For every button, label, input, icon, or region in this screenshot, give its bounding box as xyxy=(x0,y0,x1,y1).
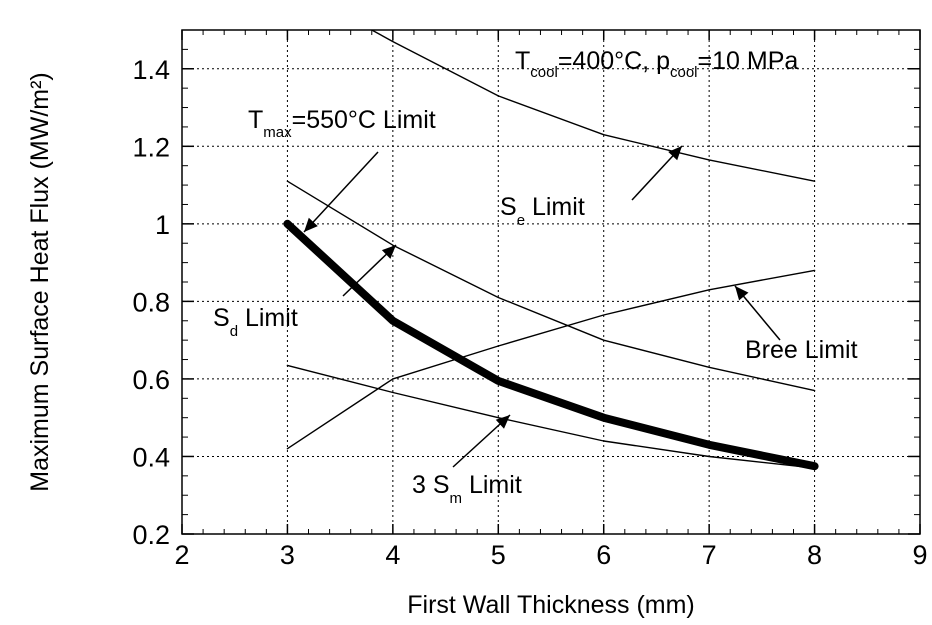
x-tick-label: 8 xyxy=(807,540,822,570)
annotation-tmax-limit: Tmax=550°C Limit xyxy=(248,106,436,141)
x-tick-label: 6 xyxy=(596,540,611,570)
gridlines xyxy=(182,30,920,534)
y-axis-label: Maximum Surface Heat Flux (MW/m²) xyxy=(26,72,54,491)
y-tick-label: 1.2 xyxy=(132,132,170,162)
arrow-tmax xyxy=(303,151,379,233)
x-tick-labels: 2 3 4 5 6 7 8 9 xyxy=(174,540,927,570)
series-line-t-max-550-c-limit xyxy=(283,219,819,471)
arrow-tmax-head xyxy=(304,217,318,232)
series-line-bree-limit xyxy=(286,269,816,450)
tick-marks xyxy=(181,30,921,535)
y-tick-label: 0.2 xyxy=(132,520,170,550)
arrow-se-head xyxy=(668,146,682,161)
y-tick-label: 0.8 xyxy=(132,287,170,317)
annotation-bree-limit: Bree Limit xyxy=(745,336,858,364)
annotation-3sm-limit: 3 Sm Limit xyxy=(412,471,522,507)
y-tick-label: 0.6 xyxy=(132,365,170,395)
annotation-se-limit: Se Limit xyxy=(500,193,585,229)
y-tick-label: 1 xyxy=(155,210,170,240)
series-line-s-d-limit xyxy=(286,180,816,392)
y-tick-labels: 0.2 0.4 0.6 0.8 1 1.2 1.4 xyxy=(132,55,170,550)
x-tick-label: 9 xyxy=(912,540,927,570)
series-line-s-e-limit xyxy=(371,30,816,182)
x-tick-label: 2 xyxy=(174,540,189,570)
x-tick-label: 5 xyxy=(491,540,506,570)
series-line-3-s-m-limit xyxy=(286,364,816,469)
y-tick-label: 0.4 xyxy=(132,442,170,472)
arrow-3sm-head xyxy=(495,415,510,429)
arrow-sd-head xyxy=(381,245,396,259)
annotation-arrows xyxy=(303,145,781,468)
x-tick-label: 4 xyxy=(385,540,400,570)
x-tick-label: 7 xyxy=(702,540,717,570)
y-tick-label: 1.4 xyxy=(132,55,170,85)
x-axis-label: First Wall Thickness (mm) xyxy=(407,591,695,619)
series-lines xyxy=(283,30,819,471)
annotation-sd-limit: Sd Limit xyxy=(213,304,298,340)
arrow-bree-head xyxy=(735,286,749,301)
condition-label: Tcool=400°C, pcool=10 MPa xyxy=(515,47,798,81)
x-tick-label: 3 xyxy=(280,540,295,570)
